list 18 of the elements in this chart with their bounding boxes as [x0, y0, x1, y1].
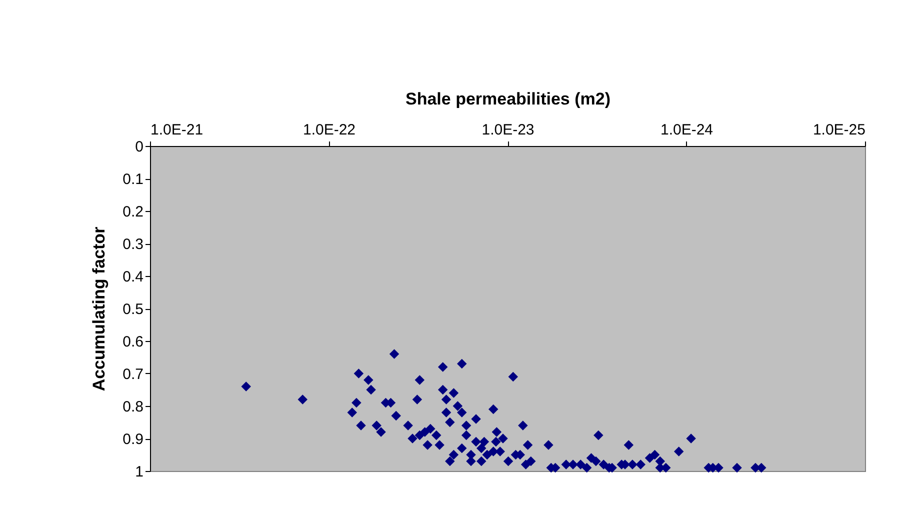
y-tick-label: 0.9 — [122, 431, 144, 448]
y-tick-label: 0.8 — [122, 398, 144, 416]
y-tick-label: 0.5 — [122, 301, 144, 318]
y-tick-label: 1 — [135, 464, 144, 480]
x-tick-label: 1.0E-21 — [150, 122, 204, 138]
y-tick-label: 0.3 — [122, 236, 144, 253]
x-tick-label: 1.0E-23 — [482, 122, 534, 138]
x-axis-title: Shale permeabilities (m2) — [405, 90, 611, 108]
x-tick-label: 1.0E-25 — [812, 122, 866, 138]
y-tick-label: 0.4 — [122, 268, 144, 286]
y-tick-label: 0.2 — [122, 204, 144, 220]
y-tick-label: 0.6 — [122, 334, 144, 350]
y-tick-label: 0.7 — [122, 366, 144, 383]
y-tick-label: 0.1 — [122, 171, 144, 188]
x-tick-label: 1.0E-22 — [302, 122, 356, 138]
y-axis-title: Accumulating factor — [90, 226, 109, 392]
x-tick-label: 1.0E-24 — [660, 122, 714, 138]
y-tick-label: 0 — [135, 138, 144, 156]
